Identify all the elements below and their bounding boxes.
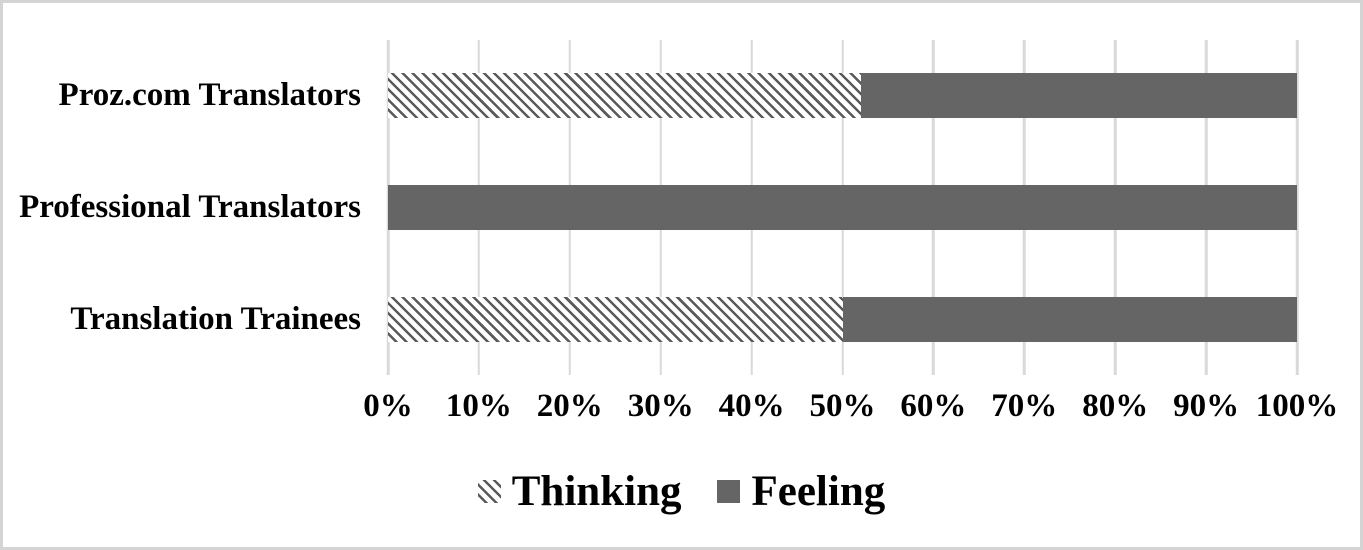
x-tick-label: 50% [809,388,876,424]
category-label: Translation Trainees [70,300,361,337]
x-tick-label: 90% [1173,388,1240,424]
category-label: Proz.com Translators [58,77,361,114]
x-tick-label: 80% [1082,388,1149,424]
bar-row [388,296,1297,342]
bar-segment-feeling [842,296,1297,342]
legend-swatch-feeling-icon [717,479,741,503]
x-tick-label: 10% [445,388,512,424]
category-label: Professional Translators [19,188,361,225]
legend-label: Feeling [751,467,886,515]
legend: Thinking Feeling [3,465,1360,517]
x-tick-label: 30% [627,388,694,424]
x-tick-label: 60% [900,388,967,424]
legend-label: Thinking [511,467,682,515]
plot-area [386,40,1299,375]
x-tick-label: 100% [1255,388,1339,424]
bar-segment-feeling [860,73,1297,119]
legend-item-thinking: Thinking [477,467,682,515]
bar-segment-feeling [388,185,1297,230]
x-tick-label: 20% [536,388,603,424]
x-tick-label: 40% [718,388,785,424]
legend-swatch-thinking-icon [477,479,501,503]
bar-segment-thinking [388,296,843,342]
bar-segment-thinking [388,73,861,119]
x-tick-label: 70% [991,388,1058,424]
bar-row [388,185,1297,230]
gridline [1295,40,1299,375]
x-tick-label: 0% [363,388,413,424]
bar-row [388,73,1297,119]
legend-item-feeling: Feeling [717,470,885,513]
